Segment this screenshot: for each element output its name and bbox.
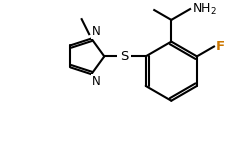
Text: NH$_2$: NH$_2$: [192, 2, 217, 17]
Text: N: N: [92, 25, 101, 38]
Text: N: N: [92, 75, 101, 88]
Text: S: S: [120, 50, 128, 63]
Text: F: F: [216, 40, 225, 53]
